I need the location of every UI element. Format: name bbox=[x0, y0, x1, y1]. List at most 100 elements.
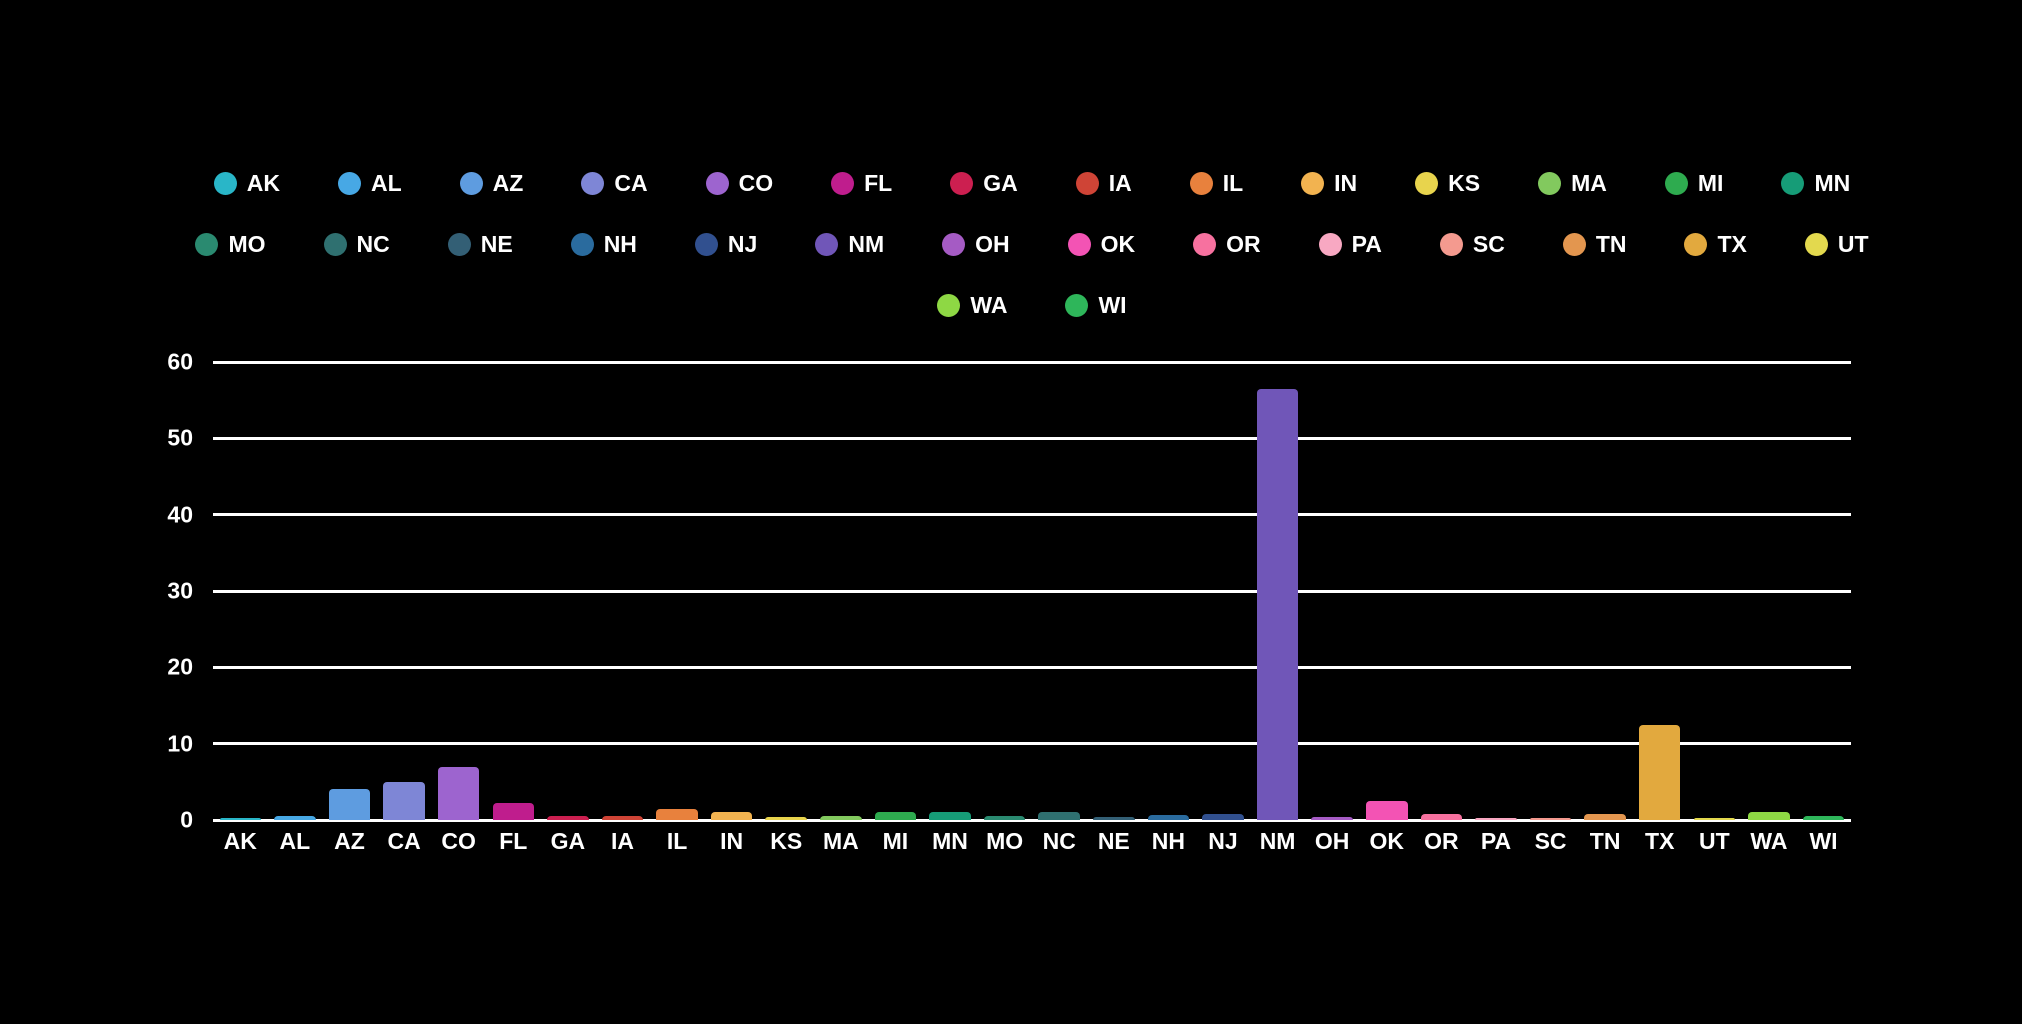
x-tick-label: WA bbox=[1750, 828, 1788, 854]
legend-item-ks[interactable]: KS bbox=[1415, 172, 1480, 195]
legend-item-ma[interactable]: MA bbox=[1538, 172, 1607, 195]
bar-il[interactable] bbox=[656, 808, 698, 820]
legend-swatch-icon bbox=[1538, 172, 1562, 195]
bar-mo[interactable] bbox=[983, 816, 1026, 820]
legend-label: GA bbox=[983, 170, 1018, 196]
x-tick-label: NM bbox=[1259, 828, 1296, 854]
bar-sc[interactable] bbox=[1529, 817, 1572, 820]
legend-item-nh[interactable]: NH bbox=[570, 233, 637, 256]
legend-item-nm[interactable]: NM bbox=[815, 233, 884, 256]
legend-label: UT bbox=[1837, 231, 1869, 257]
bar-oh[interactable] bbox=[1311, 816, 1353, 820]
bar-ut[interactable] bbox=[1693, 817, 1736, 820]
bar-tn[interactable] bbox=[1584, 813, 1626, 820]
legend-item-mi[interactable]: MI bbox=[1664, 172, 1723, 195]
legend-item-or[interactable]: OR bbox=[1193, 233, 1261, 256]
x-tick-label: UT bbox=[1698, 828, 1730, 854]
bar-fl[interactable] bbox=[492, 803, 534, 820]
legend-swatch-icon bbox=[1193, 233, 1217, 256]
bar-ca[interactable] bbox=[383, 781, 425, 820]
legend-label: FL bbox=[864, 170, 893, 196]
gridline bbox=[213, 360, 1851, 364]
bar-ga[interactable] bbox=[547, 816, 589, 820]
legend-item-tx[interactable]: TX bbox=[1684, 233, 1747, 256]
legend-item-co[interactable]: CO bbox=[705, 172, 773, 195]
bar-nc[interactable] bbox=[1038, 812, 1080, 820]
legend-label: NM bbox=[848, 231, 885, 257]
x-tick-label: CO bbox=[441, 828, 476, 854]
legend-item-sc[interactable]: SC bbox=[1439, 231, 1505, 257]
legend-item-ga[interactable]: GA bbox=[950, 172, 1018, 195]
legend-label: OH bbox=[975, 231, 1010, 257]
bar-or[interactable] bbox=[1420, 813, 1463, 820]
x-tick-label: SC bbox=[1534, 828, 1567, 854]
legend-item-wi[interactable]: WI bbox=[1065, 294, 1127, 317]
legend-item-ok[interactable]: OK bbox=[1067, 233, 1135, 256]
bar-slot bbox=[977, 362, 1032, 820]
legend-swatch-icon bbox=[570, 233, 594, 256]
bar-tx[interactable] bbox=[1638, 724, 1681, 820]
legend-item-pa[interactable]: PA bbox=[1318, 233, 1382, 256]
bar-mn[interactable] bbox=[929, 812, 971, 820]
bar-slot bbox=[1742, 362, 1797, 820]
bar-ne[interactable] bbox=[1093, 816, 1135, 820]
legend-item-oh[interactable]: OH bbox=[942, 233, 1010, 256]
legend-item-ne[interactable]: NE bbox=[447, 233, 513, 256]
legend-label: TN bbox=[1595, 231, 1627, 257]
bar-ok[interactable] bbox=[1366, 800, 1408, 820]
bar-nh[interactable] bbox=[1147, 814, 1190, 820]
legend-item-il[interactable]: IL bbox=[1189, 172, 1243, 195]
legend-swatch-icon bbox=[1684, 233, 1708, 256]
legend-label: AK bbox=[246, 170, 280, 196]
legend-item-mo[interactable]: MO bbox=[195, 231, 266, 257]
bar-ma[interactable] bbox=[820, 816, 862, 820]
legend-label: IA bbox=[1108, 170, 1132, 196]
bar-nm[interactable] bbox=[1256, 388, 1299, 820]
bar-az[interactable] bbox=[328, 789, 371, 820]
legend-item-mn[interactable]: MN bbox=[1781, 172, 1850, 195]
legend-item-wa[interactable]: WA bbox=[937, 294, 1007, 317]
bar-wa[interactable] bbox=[1748, 812, 1790, 820]
bar-nj[interactable] bbox=[1202, 813, 1244, 820]
gridlines: 0 10 20 30 40 50 60 bbox=[167, 350, 1851, 831]
legend-item-ia[interactable]: IA bbox=[1075, 170, 1132, 196]
y-tick-label: 40 bbox=[167, 501, 193, 528]
bar-ks[interactable] bbox=[765, 816, 807, 820]
legend-item-ca[interactable]: CA bbox=[581, 172, 648, 195]
legend-label: MO bbox=[228, 231, 266, 257]
bar-slot bbox=[1632, 362, 1687, 820]
bar-slot bbox=[431, 362, 486, 820]
legend-item-az[interactable]: AZ bbox=[459, 172, 523, 195]
legend-swatch-icon bbox=[1189, 172, 1213, 195]
gridline bbox=[213, 436, 1851, 440]
legend-item-fl[interactable]: FL bbox=[831, 172, 892, 195]
x-tick-label: OR bbox=[1424, 828, 1459, 854]
legend-item-nj[interactable]: NJ bbox=[694, 233, 757, 256]
legend-label: IN bbox=[1334, 170, 1358, 196]
bar-slot bbox=[1523, 362, 1578, 820]
legend-swatch-icon bbox=[1318, 233, 1342, 256]
legend-label: WA bbox=[970, 292, 1008, 318]
bar-in[interactable] bbox=[710, 812, 753, 820]
bar-al[interactable] bbox=[274, 816, 316, 820]
legend-item-ut[interactable]: UT bbox=[1804, 231, 1869, 257]
legend-item-tn[interactable]: TN bbox=[1562, 231, 1627, 257]
legend-label: NC bbox=[356, 231, 390, 257]
bar-wi[interactable] bbox=[1802, 816, 1845, 820]
legend-item-ak[interactable]: AK bbox=[213, 170, 280, 196]
y-tick-label: 0 bbox=[180, 806, 193, 833]
legend-item-in[interactable]: IN bbox=[1301, 172, 1357, 195]
bar-slot bbox=[1196, 362, 1251, 820]
legend-label: SC bbox=[1472, 231, 1505, 257]
bar-mi[interactable] bbox=[874, 812, 917, 820]
legend-item-al[interactable]: AL bbox=[338, 172, 402, 195]
legend-item-nc[interactable]: NC bbox=[323, 231, 390, 257]
x-tick-label: WI bbox=[1809, 828, 1838, 854]
bar-ak[interactable] bbox=[219, 817, 262, 820]
bar-pa[interactable] bbox=[1475, 817, 1517, 820]
x-tick-label: IN bbox=[720, 828, 744, 854]
bar-co[interactable] bbox=[437, 766, 480, 820]
bar-slot bbox=[759, 362, 814, 820]
y-tick-label: 10 bbox=[167, 730, 193, 757]
bar-ia[interactable] bbox=[601, 816, 644, 820]
